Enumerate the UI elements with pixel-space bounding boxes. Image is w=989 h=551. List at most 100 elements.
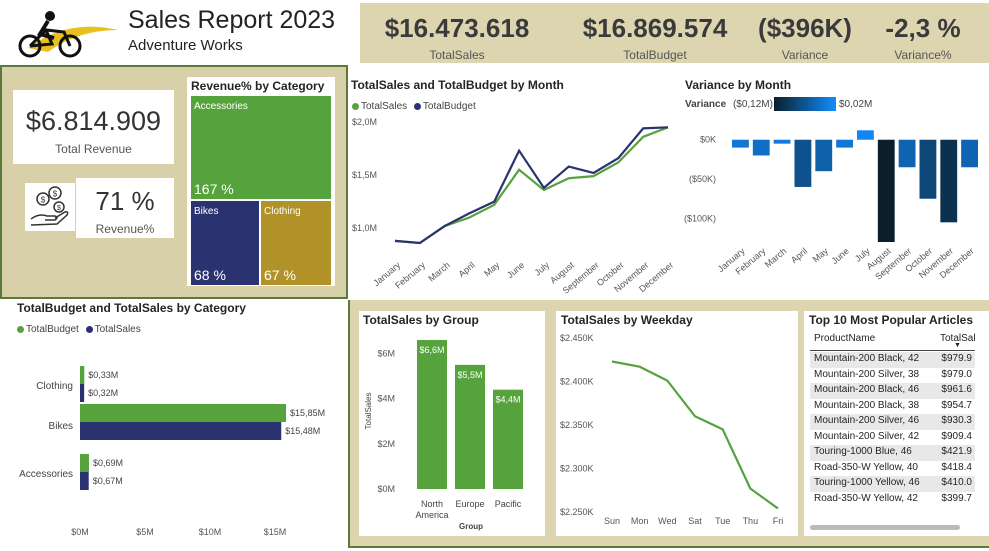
category-chart-title: TotalBudget and TotalSales by Category — [17, 301, 246, 315]
product-name-cell: Mountain-200 Black, 46 — [814, 384, 920, 395]
column-header-product[interactable]: ProductName — [814, 333, 876, 344]
top10-table-title: Top 10 Most Popular Articles — [809, 313, 974, 327]
y-axis-title: TotalSales — [364, 393, 373, 430]
kpi-variance-pct-label: Variance% — [894, 48, 952, 62]
legend-dot-sales — [352, 102, 359, 110]
y-tick-label: $2.350K — [560, 420, 594, 430]
kpi-total-budget-label: TotalBudget — [623, 48, 687, 62]
data-label: $5,5M — [457, 370, 482, 380]
x-tick-label: June — [505, 260, 526, 280]
variance-bar-april — [794, 139, 812, 187]
x-tick-label: Mon — [631, 516, 649, 526]
y-tick-label: $1,0M — [352, 223, 377, 233]
money-hand-icon: $ $ $ — [30, 186, 69, 226]
x-tick-label: May — [811, 246, 831, 265]
kpi-total-budget-value: $16.869.574 — [582, 13, 728, 43]
treemap-card: Revenue% by Category Accessories 167 % B… — [187, 77, 335, 286]
category-bar-chart[interactable]: Clothing $0,33M $0,32M Bikes $15,85M $15,48M A… — [0, 300, 348, 551]
table-row[interactable]: Mountain-200 Black, 38 $954.7 — [810, 398, 975, 414]
x-tick-label: April — [789, 246, 809, 265]
y-tick-label: $0K — [700, 135, 716, 145]
total-sales-cell: $979.0 — [941, 368, 972, 380]
svg-text:$: $ — [41, 196, 46, 205]
variance-gradient-bar — [774, 97, 836, 111]
bar-totalbudget-bikes — [80, 404, 287, 422]
legend-dot-sales — [85, 325, 93, 333]
table-row[interactable]: Touring-1000 Blue, 46 $421.9 — [810, 445, 975, 461]
x-tick-label: $5M — [136, 527, 154, 537]
table-row[interactable]: Road-350-W Yellow, 40 $418.4 — [810, 460, 975, 476]
revenue-pct-card[interactable]: 71 % Revenue% — [76, 178, 174, 238]
data-label: $0,69M — [93, 458, 123, 468]
table-row[interactable]: Mountain-200 Silver, 38 $979.0 — [810, 367, 975, 383]
category-chart-card: TotalBudget and TotalSales by Category T… — [0, 300, 348, 551]
x-tick-label: Sun — [604, 516, 620, 526]
table-row[interactable]: Mountain-200 Silver, 46 $930.3 — [810, 414, 975, 430]
total-sales-cell: $421.9 — [941, 446, 972, 457]
y-tick-label: $2.250K — [560, 507, 594, 517]
column-header-totalsales[interactable]: TotalSal — [940, 333, 976, 344]
table-row[interactable]: Mountain-200 Silver, 42 $909.4 — [810, 429, 975, 445]
treemap-tile-clothing[interactable]: Clothing 67 % — [261, 201, 331, 285]
x-tick-label: Tue — [715, 516, 730, 526]
table-row[interactable]: Road-350-W Yellow, 42 $399.7 — [810, 491, 975, 507]
money-icon-card: $ $ $ — [25, 183, 75, 231]
x-tick-label: March — [426, 260, 452, 284]
monthly-legend: TotalSales TotalBudget — [352, 101, 476, 112]
product-name-cell: Mountain-200 Silver, 42 — [814, 430, 920, 442]
treemap-tile-name: Clothing — [264, 206, 301, 217]
summary-panel: $6.814.909 Total Revenue $ $ $ 71 % Reve… — [0, 65, 348, 299]
total-revenue-card[interactable]: $6.814.909 Total Revenue — [13, 90, 174, 164]
x-tick-label: July — [532, 260, 551, 278]
group-chart-title: TotalSales by Group — [363, 313, 479, 327]
table-header[interactable]: ProductName TotalSal ▼ — [810, 331, 976, 351]
total-sales-cell: $930.3 — [941, 415, 972, 426]
table-row[interactable]: Mountain-200 Black, 46 $961.6 — [810, 383, 975, 399]
weekday-line — [611, 360, 779, 510]
total-sales-cell: $979.9 — [941, 353, 972, 364]
table-scrollbar[interactable] — [810, 525, 960, 530]
svg-text:$: $ — [53, 190, 58, 199]
product-name-cell: Road-350-W Yellow, 40 — [814, 461, 918, 473]
category-label: Clothing — [36, 381, 73, 392]
table-row[interactable]: Touring-1000 Yellow, 46 $410.0 — [810, 476, 975, 492]
x-tick-label: June — [829, 246, 850, 266]
svg-text:$: $ — [57, 205, 61, 212]
x-tick-label: $0M — [71, 527, 89, 537]
variance-bar-october — [919, 139, 937, 199]
treemap-tile-bikes[interactable]: Bikes 68 % — [191, 201, 259, 285]
group-bar-2 — [493, 389, 523, 489]
data-label: $0,33M — [88, 370, 118, 380]
x-tick-label: May — [482, 260, 502, 279]
treemap-tile-accessories[interactable]: Accessories 167 % — [191, 96, 331, 199]
cyclist-logo-icon — [18, 11, 118, 58]
kpi-variance-pct-value: -2,3 % — [885, 13, 961, 43]
data-label: $4,4M — [495, 395, 520, 405]
kpi-total-sales-label: TotalSales — [429, 48, 485, 62]
y-tick-label: ($100K) — [684, 213, 716, 223]
kpi-band: $16.473.618 TotalSales $16.869.574 Total… — [360, 3, 989, 63]
x-tick-label: March — [763, 246, 789, 270]
variance-legend-max: $0,02M — [839, 99, 873, 110]
x-tick-label: Sat — [688, 516, 702, 526]
kpi-variance-label: Variance — [781, 48, 829, 62]
legend-dot-budget — [413, 102, 421, 110]
variance-bar-august — [877, 139, 895, 242]
x-axis-title: Group — [459, 522, 483, 531]
total-revenue-label: Total Revenue — [55, 142, 132, 156]
weekday-line-chart[interactable]: $2.250K $2.300K $2.350K $2.400K $2.450K Sun Mo… — [556, 311, 798, 536]
table-row[interactable]: Mountain-200 Black, 42 $979.9 — [810, 352, 975, 368]
variance-bar-july — [857, 130, 874, 140]
y-tick-label: $2.300K — [560, 464, 594, 474]
x-tick-label: $10M — [199, 527, 222, 537]
bar-totalsales-accessories — [80, 472, 89, 490]
x-tick-label: Wed — [658, 516, 676, 526]
bar-totalbudget-accessories — [80, 454, 89, 472]
group-bar-0 — [417, 340, 447, 489]
total-sales-cell: $961.6 — [941, 384, 972, 395]
y-tick-label: $0M — [377, 484, 395, 494]
data-label: $15,48M — [285, 426, 320, 436]
